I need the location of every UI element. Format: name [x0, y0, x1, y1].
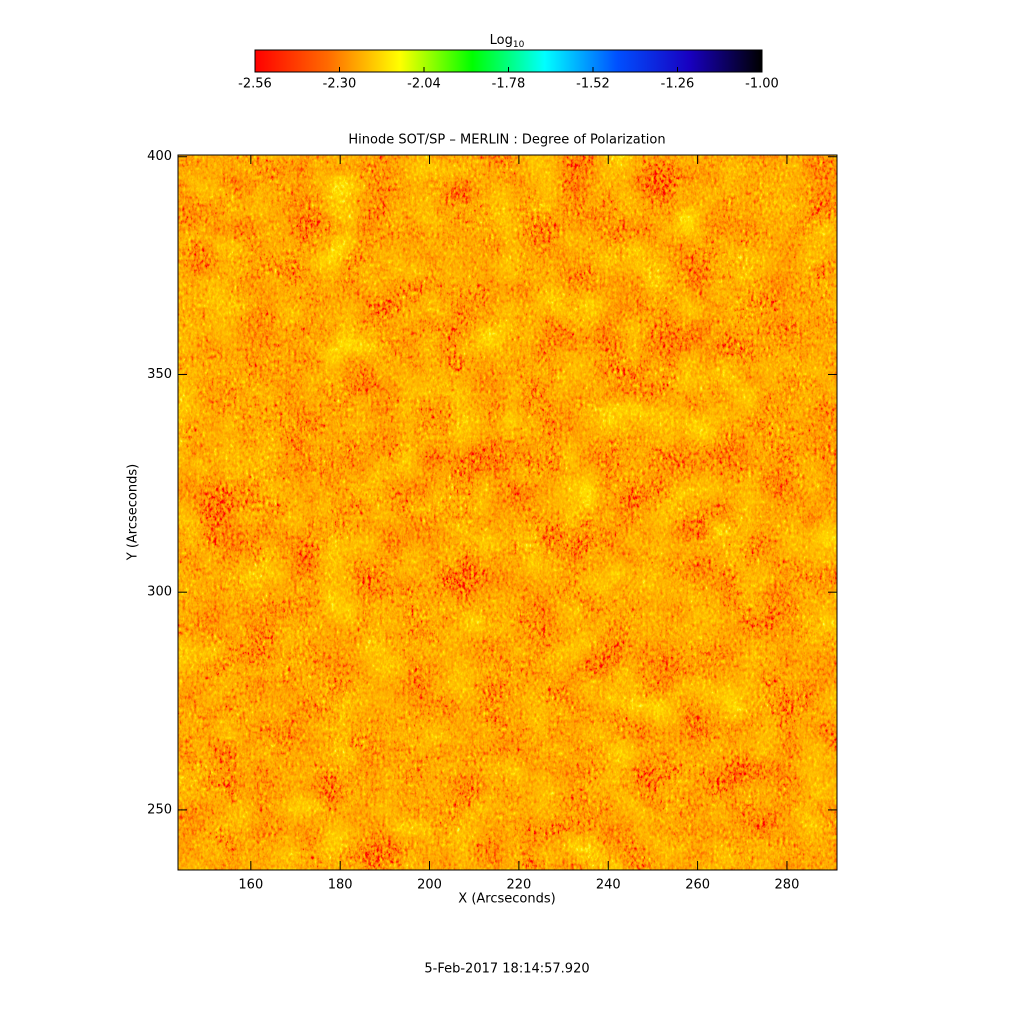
chart-title: Hinode SOT/SP – MERLIN : Degree of Polar…: [348, 133, 665, 148]
x-tick-label: 200: [417, 878, 442, 893]
colorbar-tick-label: -2.56: [238, 77, 272, 92]
plot-frame: [177, 154, 838, 871]
x-tick-label: 280: [775, 878, 800, 893]
y-tick-label: 400: [147, 149, 172, 164]
colorbar-tick-label: -1.78: [492, 77, 526, 92]
x-tick-label: 240: [596, 878, 621, 893]
x-tick-label: 220: [506, 878, 531, 893]
colorbar-tick-label: -1.00: [745, 77, 779, 92]
y-axis-label: Y (Arcseconds): [126, 464, 141, 561]
footer-date: 5-Feb-2017 18:14:57.920: [424, 962, 589, 977]
solar-image: [178, 155, 837, 870]
colorbar-tick-label: -2.04: [407, 77, 441, 92]
colorbar-tick-label: -2.30: [323, 77, 357, 92]
colorbar-label: Log10: [490, 33, 525, 50]
y-tick-label: 250: [147, 802, 172, 817]
colorbar-tick-label: -1.52: [576, 77, 610, 92]
x-tick-label: 160: [238, 878, 263, 893]
x-tick-label: 180: [328, 878, 353, 893]
x-axis-label: X (Arcseconds): [458, 892, 555, 907]
y-tick-label: 350: [147, 367, 172, 382]
y-tick-label: 300: [147, 585, 172, 600]
colorbar-tick-label: -1.26: [661, 77, 695, 92]
x-tick-label: 260: [685, 878, 710, 893]
